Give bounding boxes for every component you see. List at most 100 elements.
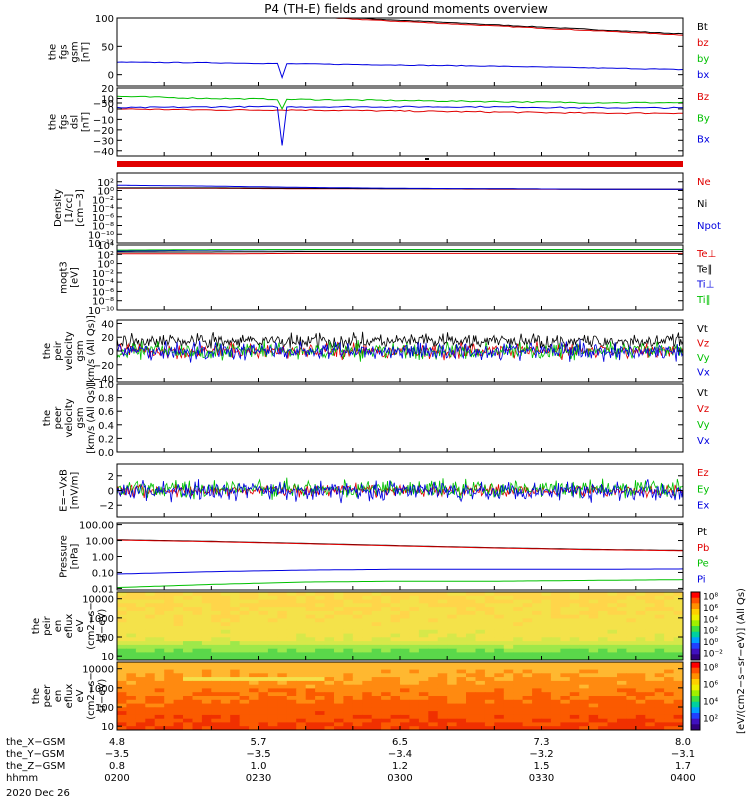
- heatmap-cell: [560, 614, 571, 620]
- heatmap-cell: [418, 633, 429, 638]
- heatmap-cell: [305, 707, 316, 712]
- heatmap-cell: [258, 711, 269, 716]
- heatmap-cell: [145, 669, 156, 674]
- heatmap-cell: [192, 622, 203, 627]
- heatmap-cell: [400, 595, 410, 601]
- heatmap-cell: [588, 714, 599, 720]
- heatmap-cell: [201, 637, 212, 642]
- heatmap-cell: [117, 677, 127, 682]
- heatmap-cell: [126, 603, 137, 608]
- heatmap-cell: [503, 665, 514, 671]
- heatmap-cell: [484, 714, 495, 720]
- heatmap-cell: [466, 633, 476, 638]
- heatmap-cell: [456, 665, 467, 671]
- heatmap-cell: [258, 622, 269, 627]
- heatmap-cell: [522, 662, 533, 667]
- heatmap-cell: [626, 633, 637, 638]
- heatmap-cell: [239, 688, 250, 693]
- heatmap-cell: [315, 603, 326, 608]
- heatmap-cell: [409, 614, 420, 620]
- heatmap-cell: [277, 610, 288, 616]
- heatmap-cell: [475, 726, 486, 730]
- heatmap-cell: [286, 656, 297, 660]
- heatmap-cell: [484, 692, 495, 697]
- heatmap-cell: [532, 711, 543, 716]
- heatmap-cell: [126, 614, 137, 620]
- heatmap-cell: [541, 696, 552, 701]
- heatmap-cell: [607, 629, 618, 635]
- heatmap-cell: [324, 680, 335, 686]
- heatmap-cell: [164, 610, 175, 616]
- heatmap-cell: [626, 680, 637, 686]
- colorbar-cell: [691, 690, 700, 697]
- heatmap-cell: [249, 618, 260, 623]
- heatmap-cell: [220, 680, 231, 686]
- heatmap-cell: [484, 688, 495, 693]
- heatmap-cell: [390, 656, 401, 660]
- heatmap-cell: [352, 603, 363, 608]
- heatmap-cell: [343, 595, 354, 601]
- y-tick-label: 0: [108, 487, 114, 498]
- heatmap-cell: [117, 599, 127, 604]
- heatmap-cell: [532, 607, 543, 612]
- heatmap-cell: [296, 618, 307, 623]
- y-tick-label: 100: [95, 14, 114, 25]
- heatmap-cell: [220, 684, 231, 690]
- heatmap-cell: [598, 669, 609, 674]
- heatmap-cell: [352, 626, 363, 631]
- heatmap-cell: [428, 714, 439, 720]
- heatmap-cell: [183, 699, 193, 705]
- heatmap-cell: [239, 595, 250, 601]
- heatmap-cell: [183, 677, 193, 682]
- heatmap-cell: [447, 696, 458, 701]
- heatmap-cell: [277, 692, 288, 697]
- heatmap-cell: [164, 618, 175, 623]
- heatmap-cell: [409, 684, 420, 690]
- heatmap-cell: [673, 626, 683, 631]
- heatmap-cell: [550, 684, 561, 690]
- heatmap-cell: [532, 718, 543, 724]
- heatmap-cell: [400, 652, 410, 657]
- heatmap-cell: [617, 592, 627, 597]
- heatmap-cell: [541, 626, 552, 631]
- heatmap-cell: [362, 688, 373, 693]
- heatmap-cell: [145, 665, 156, 671]
- heatmap-cell: [286, 637, 297, 642]
- heatmap-cell: [532, 662, 543, 667]
- heatmap-cell: [239, 680, 250, 686]
- panel-moqt3: 10⁴10²10⁰10⁻²10⁻⁴10⁻⁶10⁻⁸10⁻¹⁰moqt3[eV]T…: [59, 241, 717, 317]
- heatmap-cell: [164, 718, 175, 724]
- heatmap-cell: [381, 637, 392, 642]
- y-axis-label-line: gsm: [75, 340, 86, 361]
- heatmap-cell: [607, 699, 618, 705]
- heatmap-cell: [437, 688, 448, 693]
- heatmap-cell: [154, 688, 165, 693]
- heatmap-cell: [220, 656, 231, 660]
- heatmap-cell: [334, 637, 344, 642]
- heatmap-cell: [456, 703, 467, 708]
- heatmap-cell: [560, 633, 571, 638]
- heatmap-cell: [626, 722, 637, 727]
- heatmap-cell: [664, 726, 675, 730]
- heatmap-cell: [673, 641, 683, 646]
- heatmap-cell: [428, 603, 439, 608]
- heatmap-cell: [579, 637, 590, 642]
- heatmap-cell: [315, 692, 326, 697]
- heatmap-cell: [267, 610, 278, 616]
- heatmap-cell: [532, 622, 543, 627]
- heatmap-cell: [126, 665, 137, 671]
- heatmap-cell: [145, 673, 156, 678]
- heatmap-cell: [626, 626, 637, 631]
- heatmap-cell: [541, 637, 552, 642]
- y-tick-label: 0.4: [98, 421, 114, 432]
- heatmap-cell: [154, 603, 165, 608]
- colorbar-cell: [691, 679, 700, 686]
- heatmap-cell: [343, 722, 354, 727]
- legend-Vy: Vy: [697, 420, 710, 431]
- heatmap-cell: [277, 603, 288, 608]
- heatmap-cell: [296, 610, 307, 616]
- heatmap-cell: [645, 607, 656, 612]
- heatmap-cell: [541, 629, 552, 635]
- heatmap-cell: [654, 680, 665, 686]
